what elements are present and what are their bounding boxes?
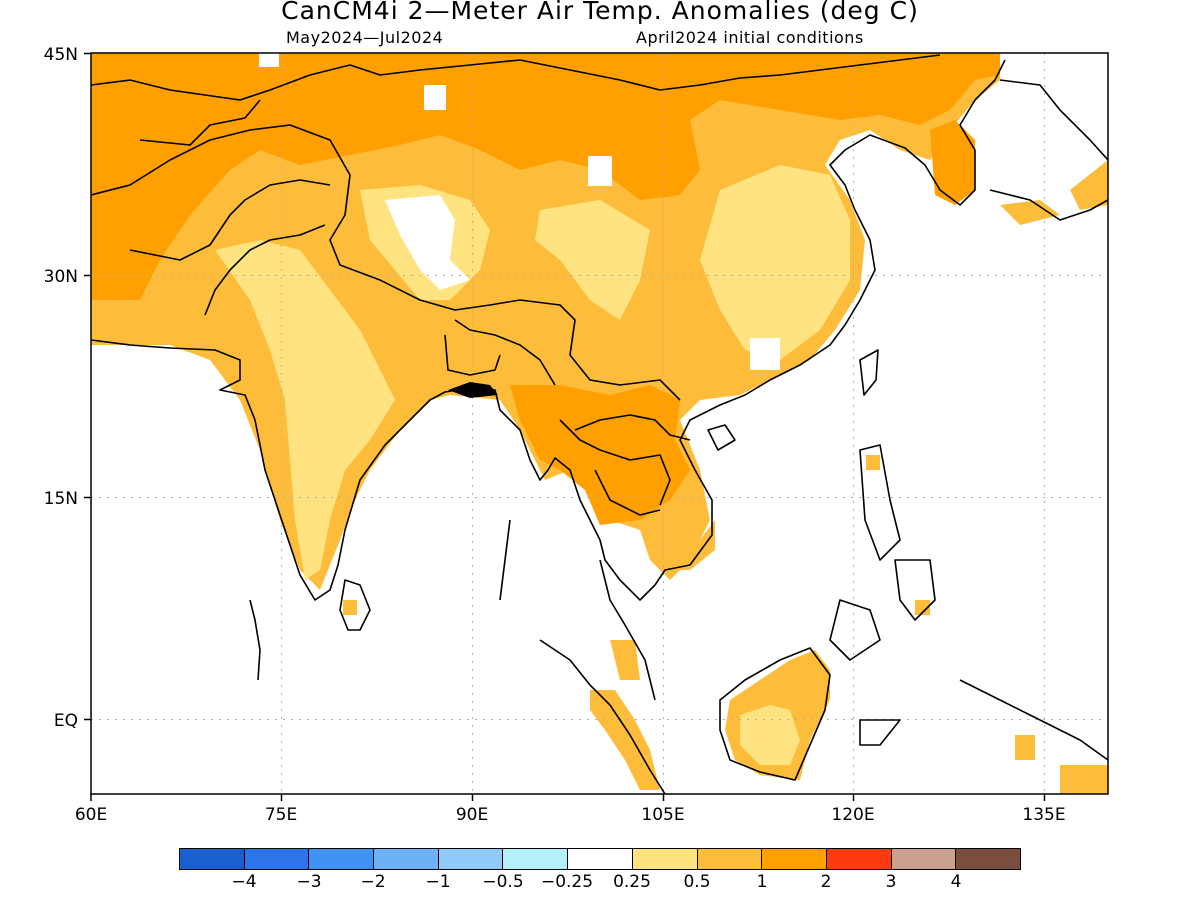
initial-conditions: April2024 initial conditions [636, 28, 864, 47]
lat-label-45n: 45N [44, 45, 78, 65]
anomaly-region-strong-north [91, 53, 1000, 290]
anomaly-hole-tibet [385, 195, 470, 290]
lon-label-60e: 60E [75, 805, 107, 825]
legend-label: 2 [820, 872, 832, 892]
legend-swatch [826, 849, 892, 869]
map-frame [90, 52, 1109, 795]
ganges-delta-marker [448, 382, 498, 398]
anomaly-region-newguinea [1015, 735, 1108, 794]
anomaly-region-sumatra [590, 690, 660, 790]
legend-swatch [374, 849, 439, 869]
anomaly-region-pale-east [700, 165, 850, 360]
legend-label: 3 [885, 872, 897, 892]
anomaly-region-strong-west [91, 110, 230, 300]
lon-label-120e: 120E [831, 805, 874, 825]
lon-label-105e: 105E [641, 805, 684, 825]
legend-label: −3 [296, 872, 322, 892]
anomaly-region-japan [1000, 160, 1108, 225]
anomaly-field [91, 53, 1108, 794]
lat-label-eq: EQ [54, 711, 78, 731]
legend-label: −0.25 [540, 872, 594, 892]
anomaly-hole-small-4 [259, 53, 279, 67]
color-legend [179, 848, 1021, 870]
anomaly-hole-small-1 [424, 85, 446, 110]
lon-label-90e: 90E [456, 805, 488, 825]
map-ticks [84, 52, 1046, 801]
coastlines [91, 54, 1108, 794]
anomaly-region-korea [930, 120, 975, 205]
legend-label: −2 [360, 872, 386, 892]
map-gridlines [91, 53, 1108, 794]
anomaly-hole-small-2 [588, 156, 612, 186]
anomaly-hole-small-3 [750, 338, 780, 370]
legend-swatch [891, 849, 957, 869]
legend-label: 0.25 [613, 872, 651, 892]
lon-label-135e: 135E [1022, 805, 1065, 825]
anomaly-region-malaya [610, 640, 640, 680]
legend-label: 4 [950, 872, 962, 892]
legend-label: 1 [756, 872, 768, 892]
map-title: CanCM4i 2—Meter Air Temp. Anomalies (deg… [281, 0, 919, 25]
anomaly-region-srilanka [343, 600, 357, 615]
legend-label: −0.5 [482, 872, 524, 892]
lon-label-75e: 75E [265, 805, 297, 825]
legend-label: −4 [231, 872, 257, 892]
legend-swatch [180, 849, 245, 869]
legend-swatch [568, 849, 633, 869]
legend-swatch [309, 849, 375, 869]
legend-label: 0.5 [683, 872, 711, 892]
legend-swatch [244, 849, 310, 869]
forecast-period: May2024—Jul2024 [286, 28, 444, 47]
anomaly-region-strong-indochina [510, 385, 690, 525]
anomaly-region-pale-india [215, 240, 395, 580]
legend-swatch [762, 849, 827, 869]
legend-swatch [632, 849, 698, 869]
legend-swatch [697, 849, 763, 869]
lat-label-15n: 15N [44, 489, 78, 509]
legend-swatch [438, 849, 504, 869]
lat-label-30n: 30N [44, 267, 78, 287]
anomaly-region-pale-china [535, 200, 650, 320]
anomaly-region-vietnam-south [655, 520, 715, 570]
legend-swatch [956, 849, 1020, 869]
legend-label: −1 [425, 872, 451, 892]
legend-swatch [503, 849, 569, 869]
